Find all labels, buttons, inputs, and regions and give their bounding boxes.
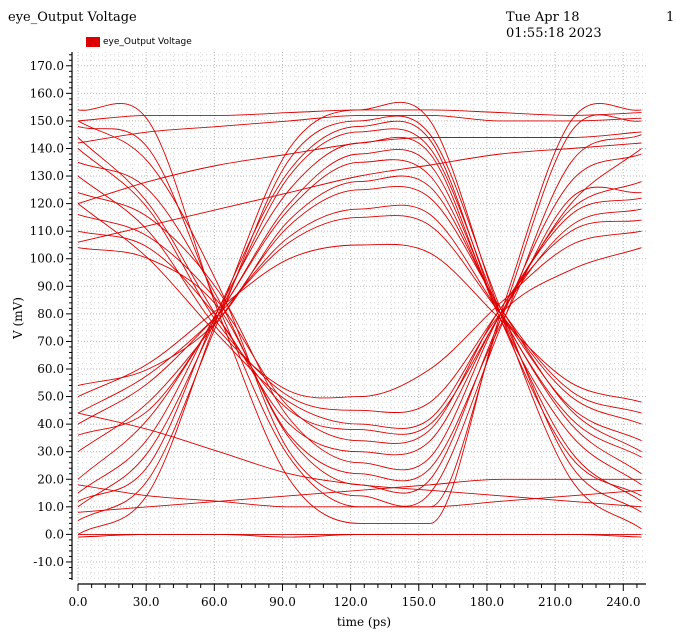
series-trace-8 — [77, 186, 642, 482]
timestamp: Tue Apr 18 01:55:18 2023 — [506, 10, 602, 41]
y-axis-label: V (mV) — [11, 297, 25, 340]
legend-label: eye_Output Voltage — [103, 37, 192, 47]
series-trace-1 — [77, 103, 642, 524]
series-trace-24 — [77, 120, 642, 502]
x-axis-label: time (ps) — [337, 615, 391, 629]
series-trace-29 — [77, 478, 642, 513]
series-trace-19 — [77, 215, 642, 425]
series-trace-21 — [77, 204, 642, 442]
series-trace-32 — [77, 131, 642, 205]
y-tick-label: -10.0 — [33, 555, 64, 569]
x-tick-label: 150.0 — [402, 595, 436, 609]
y-tick-label: 70.0 — [37, 334, 64, 348]
y-tick-label: 60.0 — [37, 362, 64, 376]
y-tick-label: 40.0 — [37, 417, 64, 431]
y-tick-label: 150.0 — [30, 114, 64, 128]
series-traces — [77, 101, 642, 538]
series-trace-12 — [77, 214, 642, 444]
y-tick-label: 130.0 — [30, 169, 64, 183]
y-tick-label: 10.0 — [37, 500, 64, 514]
series-trace-28 — [77, 484, 642, 508]
series-trace-33 — [77, 142, 642, 243]
y-tick-label: 20.0 — [37, 472, 64, 486]
y-tick-label: 80.0 — [37, 307, 64, 321]
series-trace-14 — [77, 115, 642, 521]
series-trace-7 — [77, 208, 642, 456]
y-tick-label: 30.0 — [37, 445, 64, 459]
series-trace-15 — [77, 128, 642, 508]
y-tick-label: 140.0 — [30, 141, 64, 155]
series-trace-23 — [77, 149, 642, 458]
x-tick-label: 30.0 — [133, 595, 160, 609]
series-trace-13 — [77, 101, 642, 535]
y-tick-label: 160.0 — [30, 86, 64, 100]
legend-swatch — [86, 37, 100, 47]
x-tick-label: 60.0 — [201, 595, 228, 609]
series-trace-5 — [77, 175, 642, 399]
y-tick-label: 0.0 — [45, 527, 64, 541]
x-tick-label: 240.0 — [606, 595, 640, 609]
x-tick-label: 0.0 — [68, 595, 87, 609]
y-tick-label: 100.0 — [30, 252, 64, 266]
series-trace-11 — [77, 192, 642, 471]
x-tick-label: 180.0 — [470, 595, 504, 609]
axes — [66, 52, 646, 591]
series-trace-9 — [77, 120, 642, 507]
series-trace-6 — [77, 203, 642, 429]
series-trace-20 — [77, 243, 642, 403]
y-tick-label: 90.0 — [37, 279, 64, 293]
series-trace-16 — [77, 136, 642, 494]
series-trace-2 — [77, 114, 642, 508]
chart-title: eye_Output Voltage — [8, 10, 137, 25]
x-tick-label: 90.0 — [269, 595, 296, 609]
series-trace-30 — [77, 109, 642, 122]
legend: eye_Output Voltage — [86, 37, 192, 47]
x-tick-label: 210.0 — [538, 595, 572, 609]
series-trace-27 — [77, 412, 642, 508]
series-trace-22 — [77, 175, 642, 414]
page-number: 1 — [666, 10, 675, 25]
series-trace-17 — [77, 159, 642, 480]
series-trace-26 — [77, 533, 642, 538]
tick-labels: -10.0 0.0 10.0 20.0 30.0 40.0 50.0 60.0 70.0 80.0… — [30, 59, 641, 609]
series-trace-3 — [77, 137, 642, 435]
y-tick-label: 110.0 — [30, 224, 64, 238]
series-trace-31 — [77, 114, 642, 144]
series-trace-4 — [77, 148, 642, 413]
y-tick-label: 170.0 — [30, 59, 64, 73]
y-tick-label: 50.0 — [37, 390, 64, 404]
x-tick-label: 120.0 — [333, 595, 367, 609]
y-tick-label: 120.0 — [30, 197, 64, 211]
